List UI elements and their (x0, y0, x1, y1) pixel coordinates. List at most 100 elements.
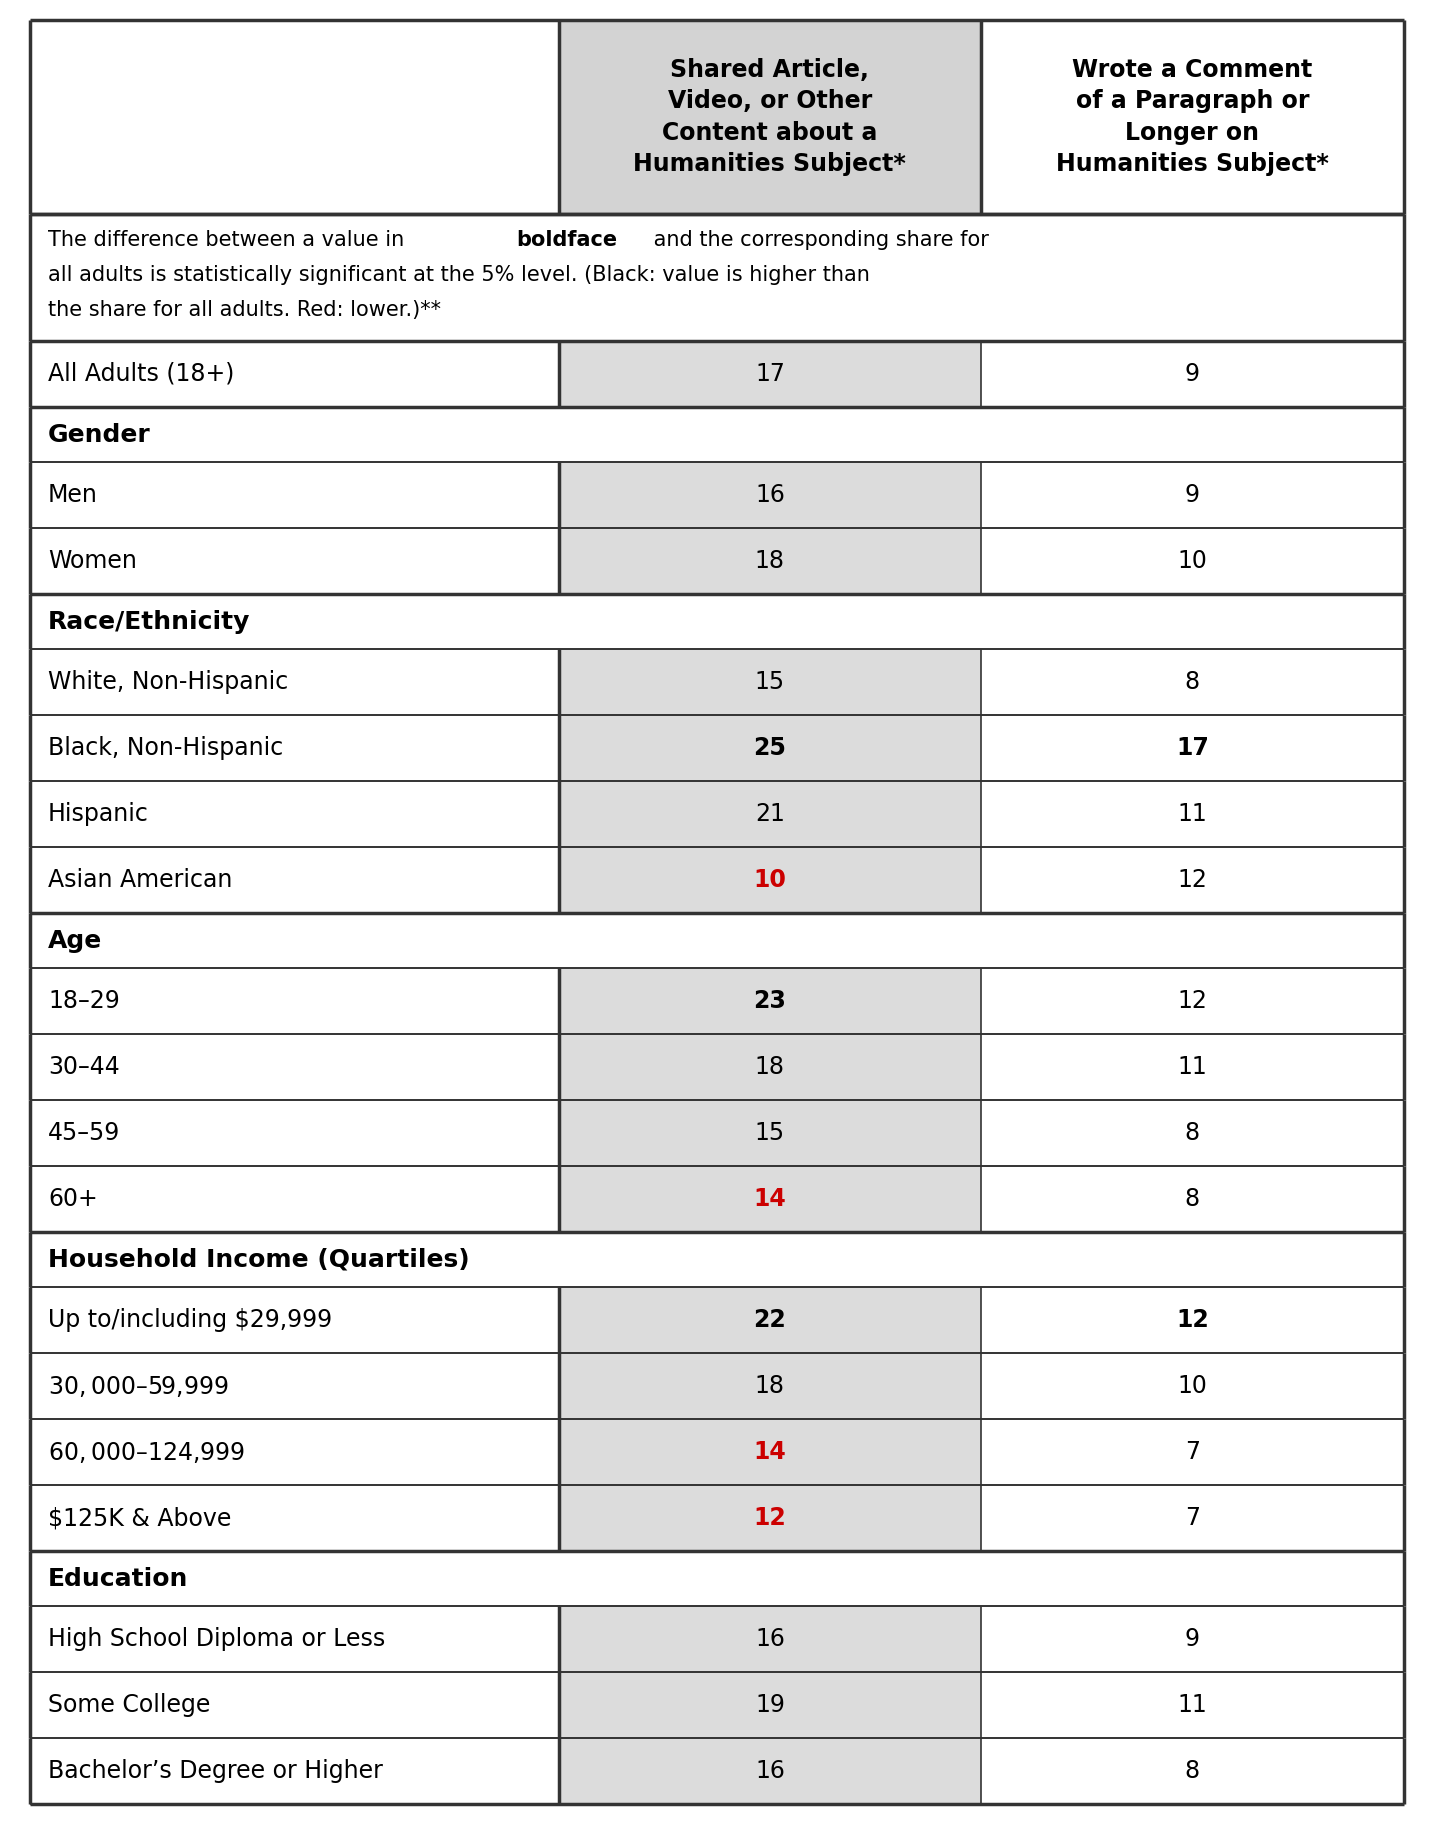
Bar (981, 529, 1404, 593)
Bar (981, 1739, 1404, 1803)
Bar (30, 1739, 559, 1803)
Bar (559, 529, 981, 593)
Text: 7: 7 (1184, 1507, 1200, 1531)
Text: 11: 11 (1177, 801, 1207, 825)
Text: 16: 16 (754, 1626, 784, 1650)
Text: Some College: Some College (47, 1693, 211, 1717)
Text: and the corresponding share for: and the corresponding share for (647, 230, 988, 251)
Bar (559, 1485, 981, 1551)
Text: Education: Education (47, 1566, 188, 1590)
Text: $60,000–$124,999: $60,000–$124,999 (47, 1439, 245, 1464)
Text: 16: 16 (754, 483, 784, 507)
Text: 8: 8 (1184, 1122, 1200, 1146)
Bar (30, 1551, 1404, 1606)
Text: All Adults (18+): All Adults (18+) (47, 363, 234, 387)
Text: 11: 11 (1177, 1693, 1207, 1717)
Bar (30, 1166, 559, 1232)
Bar (559, 969, 981, 1033)
Bar (559, 341, 981, 407)
Bar (559, 847, 981, 914)
Bar (30, 20, 559, 214)
Bar (30, 462, 559, 529)
Text: 25: 25 (753, 737, 786, 761)
Text: boldface: boldface (516, 230, 618, 251)
Text: Race/Ethnicity: Race/Ethnicity (47, 610, 251, 634)
Bar (30, 1485, 559, 1551)
Text: 10: 10 (1177, 1374, 1207, 1398)
Text: 19: 19 (754, 1693, 784, 1717)
Bar (981, 1288, 1404, 1354)
Bar (981, 781, 1404, 847)
Text: 8: 8 (1184, 1759, 1200, 1783)
Text: 18: 18 (754, 1055, 784, 1079)
Bar (30, 1100, 559, 1166)
Text: 14: 14 (753, 1186, 786, 1210)
Bar (559, 648, 981, 715)
Bar (30, 1673, 559, 1739)
Bar (559, 1288, 981, 1354)
Text: Men: Men (47, 483, 98, 507)
Bar (559, 781, 981, 847)
Text: 12: 12 (1176, 1308, 1209, 1332)
Bar (30, 847, 559, 914)
Text: all adults is statistically significant at the 5% level. (Black: value is higher: all adults is statistically significant … (47, 265, 870, 286)
Bar (981, 648, 1404, 715)
Text: Up to/including $29,999: Up to/including $29,999 (47, 1308, 333, 1332)
Bar (559, 462, 981, 529)
Bar (981, 341, 1404, 407)
Bar (559, 1354, 981, 1418)
Text: Age: Age (47, 928, 102, 952)
Bar (981, 1100, 1404, 1166)
Bar (559, 1166, 981, 1232)
Text: White, Non-Hispanic: White, Non-Hispanic (47, 670, 288, 694)
Text: Asian American: Asian American (47, 868, 232, 892)
Bar (30, 341, 559, 407)
Bar (981, 1354, 1404, 1418)
Bar (30, 1288, 559, 1354)
Bar (559, 1033, 981, 1100)
Bar (30, 648, 559, 715)
Bar (981, 1033, 1404, 1100)
Text: 15: 15 (754, 1122, 784, 1146)
Text: $30,000–$59,999: $30,000–$59,999 (47, 1374, 229, 1398)
Bar (30, 1418, 559, 1485)
Bar (30, 1606, 559, 1673)
Text: 7: 7 (1184, 1440, 1200, 1464)
Text: 60+: 60+ (47, 1186, 98, 1210)
Bar (981, 1673, 1404, 1739)
Bar (30, 214, 1404, 341)
Text: 17: 17 (754, 363, 784, 387)
Text: 15: 15 (754, 670, 784, 694)
Text: Gender: Gender (47, 422, 151, 446)
Bar (559, 1739, 981, 1803)
Bar (30, 969, 559, 1033)
Text: 18: 18 (754, 549, 784, 573)
Bar (981, 20, 1404, 214)
Text: Women: Women (47, 549, 136, 573)
Text: 9: 9 (1184, 483, 1200, 507)
Bar (30, 407, 1404, 462)
Bar (981, 969, 1404, 1033)
Text: Hispanic: Hispanic (47, 801, 149, 825)
Bar (559, 20, 981, 214)
Bar (30, 529, 559, 593)
Text: the share for all adults. Red: lower.)**: the share for all adults. Red: lower.)** (47, 300, 442, 321)
Bar (559, 1673, 981, 1739)
Text: 10: 10 (1177, 549, 1207, 573)
Bar (30, 1354, 559, 1418)
Bar (30, 1033, 559, 1100)
Bar (981, 1418, 1404, 1485)
Text: 18–29: 18–29 (47, 989, 120, 1013)
Text: $125K & Above: $125K & Above (47, 1507, 231, 1531)
Text: 45–59: 45–59 (47, 1122, 120, 1146)
Bar (981, 462, 1404, 529)
Text: Wrote a Comment
of a Paragraph or
Longer on
Humanities Subject*: Wrote a Comment of a Paragraph or Longer… (1055, 57, 1329, 177)
Bar (559, 715, 981, 781)
Text: 8: 8 (1184, 1186, 1200, 1210)
Text: 9: 9 (1184, 363, 1200, 387)
Text: High School Diploma or Less: High School Diploma or Less (47, 1626, 386, 1650)
Text: 22: 22 (753, 1308, 786, 1332)
Bar (30, 593, 1404, 648)
Text: The difference between a value in: The difference between a value in (47, 230, 412, 251)
Text: Bachelor’s Degree or Higher: Bachelor’s Degree or Higher (47, 1759, 383, 1783)
